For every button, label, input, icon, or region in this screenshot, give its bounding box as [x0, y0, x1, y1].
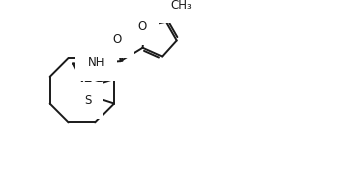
Text: N: N: [87, 49, 96, 62]
Text: O: O: [138, 20, 147, 33]
Text: CH₃: CH₃: [171, 0, 193, 12]
Text: S: S: [84, 94, 92, 107]
Text: NH: NH: [88, 56, 105, 69]
Text: O: O: [113, 33, 122, 46]
